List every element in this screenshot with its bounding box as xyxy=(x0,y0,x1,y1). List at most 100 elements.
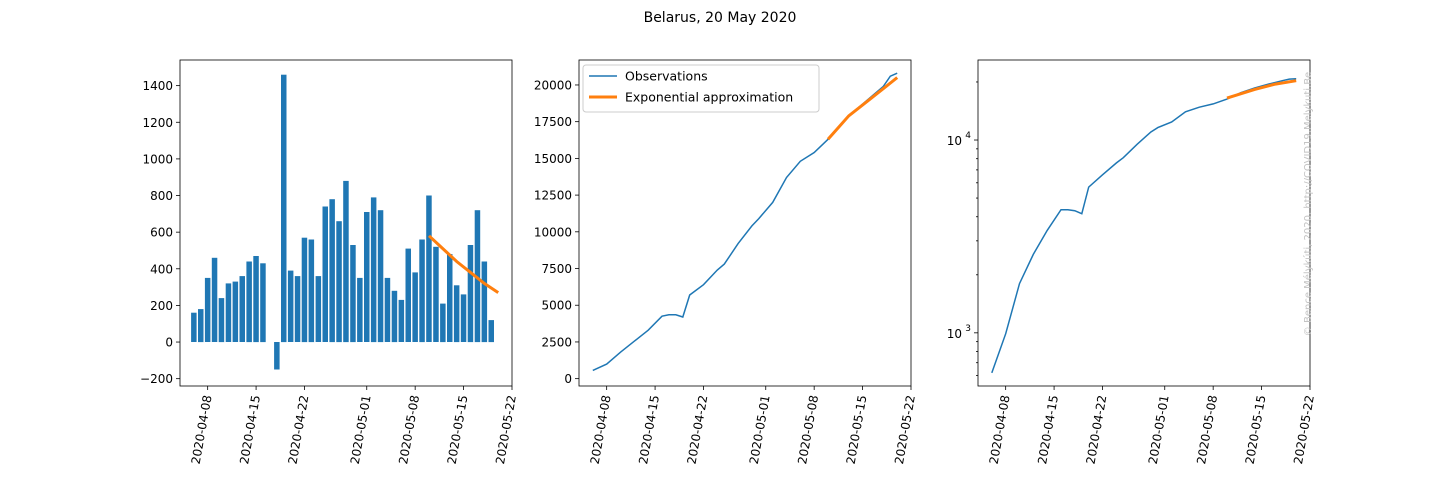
x-tick-label: 2020-04-15 xyxy=(237,394,263,465)
bar-8 xyxy=(246,261,252,343)
bar-25 xyxy=(364,212,370,342)
x-tick-label: 2020-05-22 xyxy=(1291,394,1317,465)
x-tick-label: 2020-05-08 xyxy=(1194,394,1220,465)
bar-0 xyxy=(191,312,197,342)
x-tick-label: 2020-04-15 xyxy=(636,394,662,465)
x-tick-label: 2020-05-15 xyxy=(1243,394,1269,465)
plot-frame-1 xyxy=(578,59,912,387)
bar-4 xyxy=(218,298,225,343)
bar-29 xyxy=(391,290,398,343)
y-tick-label: 1400 xyxy=(142,79,173,93)
y-tick-label: 0 xyxy=(564,372,572,386)
bar-43 xyxy=(488,320,494,343)
observations-line xyxy=(592,72,898,372)
x-tick-label: 2020-05-22 xyxy=(892,394,918,465)
bar-6 xyxy=(232,281,239,342)
bar-2 xyxy=(204,277,211,342)
y-tick-label: 10000 xyxy=(534,225,572,239)
bar-21 xyxy=(336,221,342,343)
bar-3 xyxy=(211,257,218,342)
legend: Observations Exponential approximation xyxy=(582,64,820,113)
bar-7 xyxy=(239,276,245,342)
fit-line xyxy=(826,76,899,141)
cumulative-cases-log-chart: 2020-04-08 2020-04-15 2020-04-22 2020-05-01… xyxy=(947,59,1317,465)
x-tick-label: 2020-04-08 xyxy=(987,394,1013,465)
y-tick-label: 10 xyxy=(947,327,962,341)
x-tick-label: 2020-04-08 xyxy=(588,394,614,465)
x-tick-label: 2020-05-01 xyxy=(1146,394,1172,465)
x-tick-label: 2020-05-22 xyxy=(493,394,519,465)
bar-19 xyxy=(322,206,328,342)
y-tick-label: 10 xyxy=(947,134,962,148)
x-tick-label: 2020-04-22 xyxy=(685,394,711,465)
y-tick-label: 5000 xyxy=(541,299,572,313)
bar-26 xyxy=(370,197,377,343)
x-tick-label: 2020-05-15 xyxy=(844,394,870,465)
y-tick-label: 200 xyxy=(150,299,173,313)
fit-line xyxy=(1226,79,1297,100)
bar-36 xyxy=(440,303,446,343)
x-tick-label: 2020-05-08 xyxy=(795,394,821,465)
y-tick-exponent: 4 xyxy=(965,131,971,141)
x-tick-label: 2020-04-22 xyxy=(286,394,312,465)
plot-frame-2 xyxy=(977,59,1311,387)
bar-39 xyxy=(460,294,467,342)
bar-22 xyxy=(343,180,349,343)
y-tick-label: 1200 xyxy=(142,116,173,130)
y-tick-label: 2500 xyxy=(541,335,572,349)
bar-10 xyxy=(260,263,266,343)
plot-frame-0 xyxy=(179,59,513,387)
y-tick-exponent: 3 xyxy=(965,324,971,334)
y-tick-label: 600 xyxy=(150,226,173,240)
y-tick-label: 12500 xyxy=(534,189,572,203)
x-tick-label: 2020-04-15 xyxy=(1035,394,1061,465)
bar-18 xyxy=(315,276,322,342)
cumulative-cases-line-chart: 2020-04-08 2020-04-15 2020-04-22 2020-05-01… xyxy=(534,59,918,465)
x-tick-label: 2020-05-15 xyxy=(445,394,471,465)
y-tick-label: 17500 xyxy=(534,115,572,129)
bar-28 xyxy=(384,277,391,342)
bar-42 xyxy=(481,261,488,343)
x-tick-label: 2020-04-08 xyxy=(189,394,215,465)
y-tick-label: 1000 xyxy=(142,152,173,166)
bar-5 xyxy=(225,283,232,342)
legend-label-observations: Observations xyxy=(625,69,708,84)
y-tick-label: 400 xyxy=(150,262,173,276)
bar-24 xyxy=(357,277,363,342)
copyright-watermark: © Bence Mélykúti, 2020. http://COVID19.M… xyxy=(1302,72,1314,336)
bar-20 xyxy=(329,199,335,343)
figure-title: Belarus, 20 May 2020 xyxy=(644,10,797,26)
y-tick-label: 20000 xyxy=(534,78,572,92)
x-tick-label: 2020-05-01 xyxy=(348,394,374,465)
bar-14 xyxy=(287,270,294,342)
bar-17 xyxy=(308,239,315,343)
x-tick-label: 2020-05-01 xyxy=(747,394,773,465)
bar-32 xyxy=(412,272,418,342)
legend-box xyxy=(582,64,820,113)
bar-13 xyxy=(281,74,287,343)
bar-35 xyxy=(433,246,439,342)
bar-27 xyxy=(377,210,384,343)
daily-new-cases-bar-chart: 2020-04-08 2020-04-15 2020-04-22 2020-05-01… xyxy=(140,59,519,465)
bar-33 xyxy=(419,239,425,343)
bar-31 xyxy=(405,248,411,342)
bar-15 xyxy=(294,276,301,342)
fit-line xyxy=(427,234,500,294)
y-tick-label: 7500 xyxy=(541,262,572,276)
bar-30 xyxy=(398,299,405,342)
bar-12 xyxy=(274,342,280,370)
x-tick-label: 2020-05-08 xyxy=(396,394,422,465)
observations-line xyxy=(991,77,1297,374)
legend-label-fit: Exponential approximation xyxy=(625,90,793,105)
bar-16 xyxy=(301,237,308,343)
x-tick-label: 2020-04-22 xyxy=(1084,394,1110,465)
y-tick-label: 0 xyxy=(165,336,173,350)
bar-9 xyxy=(253,256,259,343)
bar-1 xyxy=(198,309,204,343)
y-tick-label: 800 xyxy=(150,189,173,203)
bar-37 xyxy=(447,254,453,342)
bar-38 xyxy=(453,285,460,343)
bar-23 xyxy=(350,245,356,343)
bar-34 xyxy=(426,195,432,342)
